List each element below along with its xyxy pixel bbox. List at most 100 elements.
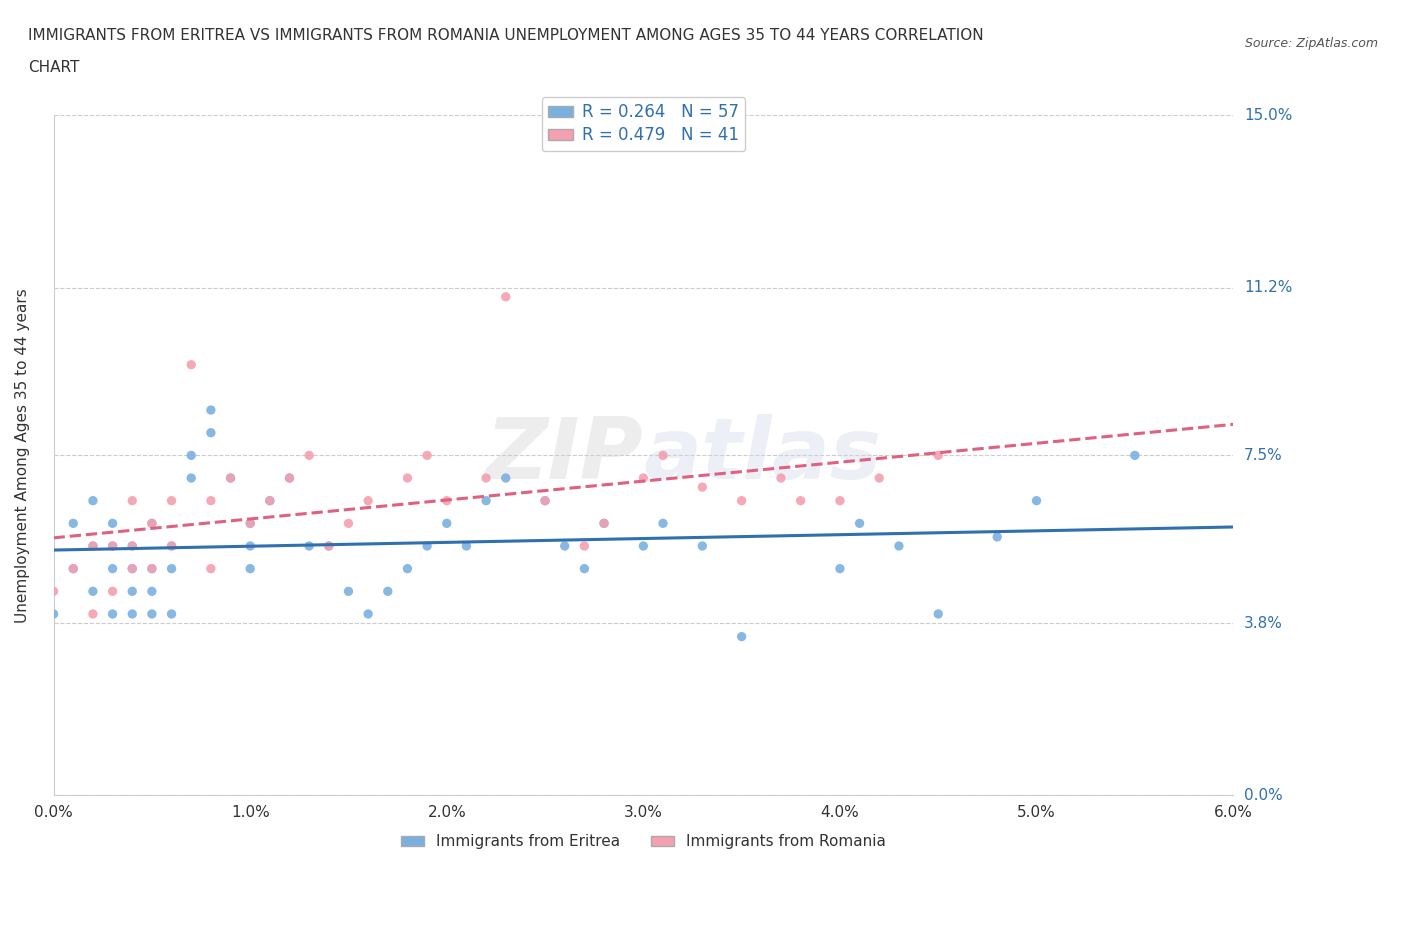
Y-axis label: Unemployment Among Ages 35 to 44 years: Unemployment Among Ages 35 to 44 years <box>15 288 30 623</box>
Point <box>633 471 655 485</box>
Point <box>82 606 104 621</box>
Point <box>160 493 183 508</box>
Point <box>554 538 576 553</box>
Point <box>769 471 792 485</box>
Legend: Immigrants from Eritrea, Immigrants from Romania: Immigrants from Eritrea, Immigrants from… <box>395 829 891 856</box>
Point <box>101 516 124 531</box>
Point <box>436 516 458 531</box>
Point <box>141 561 163 576</box>
Point <box>633 538 655 553</box>
Point <box>101 584 124 599</box>
Point <box>396 561 419 576</box>
Text: IMMIGRANTS FROM ERITREA VS IMMIGRANTS FROM ROMANIA UNEMPLOYMENT AMONG AGES 35 TO: IMMIGRANTS FROM ERITREA VS IMMIGRANTS FR… <box>28 28 984 43</box>
Point <box>278 471 301 485</box>
Point <box>82 584 104 599</box>
Point <box>416 448 439 463</box>
Point <box>692 538 714 553</box>
Point <box>121 538 143 553</box>
Point <box>121 561 143 576</box>
Text: 7.5%: 7.5% <box>1244 448 1282 463</box>
Point <box>101 538 124 553</box>
Text: ZIP: ZIP <box>485 414 644 497</box>
Point <box>160 606 183 621</box>
Point <box>298 448 321 463</box>
Point <box>927 448 949 463</box>
Text: 3.8%: 3.8% <box>1244 616 1284 631</box>
Point <box>534 493 557 508</box>
Point <box>160 538 183 553</box>
Point <box>141 516 163 531</box>
Point <box>200 425 222 440</box>
Point <box>475 493 498 508</box>
Text: 0.0%: 0.0% <box>1244 788 1282 803</box>
Point <box>495 471 517 485</box>
Point <box>101 606 124 621</box>
Point <box>396 471 419 485</box>
Point <box>42 606 65 621</box>
Point <box>730 630 752 644</box>
Point <box>239 561 262 576</box>
Point <box>887 538 910 553</box>
Point <box>1123 448 1146 463</box>
Point <box>986 529 1008 544</box>
Point <box>416 538 439 553</box>
Point <box>318 538 340 553</box>
Point <box>160 538 183 553</box>
Point <box>239 538 262 553</box>
Point <box>180 471 202 485</box>
Point <box>848 516 870 531</box>
Point <box>377 584 399 599</box>
Point <box>1025 493 1047 508</box>
Point <box>730 493 752 508</box>
Text: atlas: atlas <box>644 414 882 497</box>
Point <box>357 606 380 621</box>
Point <box>828 561 851 576</box>
Point <box>337 516 360 531</box>
Point <box>200 561 222 576</box>
Point <box>278 471 301 485</box>
Point <box>593 516 616 531</box>
Point <box>101 561 124 576</box>
Point <box>121 561 143 576</box>
Text: Source: ZipAtlas.com: Source: ZipAtlas.com <box>1244 37 1378 50</box>
Point <box>692 480 714 495</box>
Point <box>475 471 498 485</box>
Point <box>101 538 124 553</box>
Point <box>337 584 360 599</box>
Point <box>574 561 596 576</box>
Point <box>357 493 380 508</box>
Point <box>82 538 104 553</box>
Point <box>652 516 675 531</box>
Point <box>318 538 340 553</box>
Point <box>219 471 242 485</box>
Point <box>141 561 163 576</box>
Point <box>436 493 458 508</box>
Point <box>141 516 163 531</box>
Point <box>121 584 143 599</box>
Point <box>456 538 478 553</box>
Point <box>593 516 616 531</box>
Point <box>121 606 143 621</box>
Point <box>160 561 183 576</box>
Point <box>200 493 222 508</box>
Text: CHART: CHART <box>28 60 80 75</box>
Point <box>180 448 202 463</box>
Text: 15.0%: 15.0% <box>1244 108 1292 123</box>
Point <box>219 471 242 485</box>
Point <box>927 606 949 621</box>
Point <box>298 538 321 553</box>
Point <box>652 448 675 463</box>
Point <box>141 584 163 599</box>
Point <box>828 493 851 508</box>
Point <box>42 584 65 599</box>
Point <box>259 493 281 508</box>
Point <box>200 403 222 418</box>
Point <box>82 538 104 553</box>
Point <box>121 538 143 553</box>
Point <box>574 538 596 553</box>
Text: 11.2%: 11.2% <box>1244 280 1292 295</box>
Point <box>62 561 84 576</box>
Point <box>62 516 84 531</box>
Point <box>239 516 262 531</box>
Point <box>121 493 143 508</box>
